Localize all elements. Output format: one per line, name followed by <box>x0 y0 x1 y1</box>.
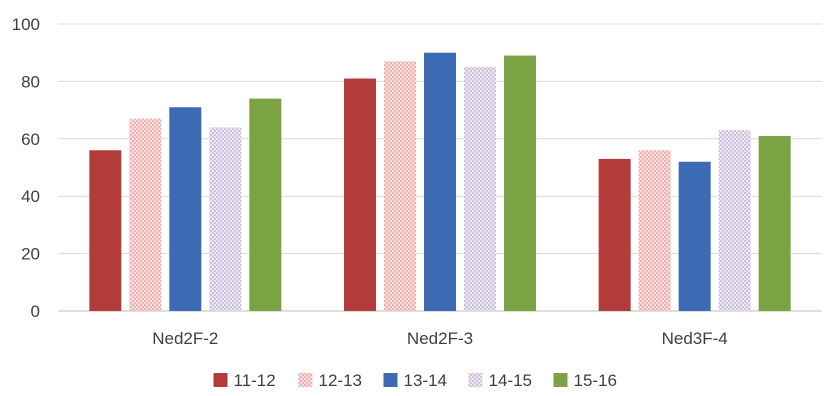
y-tick-label: 0 <box>31 302 40 321</box>
legend-label-14-15: 14-15 <box>489 371 532 390</box>
bar-15-16-Ned2F-3 <box>504 55 536 311</box>
legend-label-12-13: 12-13 <box>319 371 362 390</box>
y-tick-label: 20 <box>21 245 40 264</box>
bar-14-15-Ned2F-3 <box>464 67 496 311</box>
bar-11-12-Ned2F-2 <box>89 150 122 311</box>
bar-12-13-Ned2F-3 <box>384 61 416 312</box>
bar-12-13-Ned3F-4 <box>638 150 671 311</box>
legend-label-15-16: 15-16 <box>574 371 617 390</box>
legend-swatch-14-15 <box>468 373 483 387</box>
legend-swatch-15-16 <box>553 373 568 387</box>
bar-14-15-Ned2F-2 <box>209 127 242 311</box>
bar-13-14-Ned3F-4 <box>678 161 711 311</box>
bars <box>89 52 791 312</box>
legend-swatch-11-12 <box>213 373 228 387</box>
y-tick-label: 100 <box>12 15 40 34</box>
y-tick-label: 80 <box>21 72 40 91</box>
bar-14-15-Ned3F-4 <box>718 130 751 311</box>
legend: 11-12 12-13 13-14 14-15 15-16 <box>213 371 617 390</box>
bar-15-16-Ned2F-2 <box>249 98 282 312</box>
x-tick-label: Ned2F-2 <box>152 329 218 348</box>
bar-11-12-Ned2F-3 <box>344 78 376 311</box>
bar-13-14-Ned2F-2 <box>169 107 202 311</box>
bar-15-16-Ned3F-4 <box>758 135 791 311</box>
legend-label-13-14: 13-14 <box>404 371 447 390</box>
legend-swatch-13-14 <box>383 373 398 387</box>
bar-12-13-Ned2F-2 <box>129 118 162 312</box>
bar-13-14-Ned2F-3 <box>424 52 456 311</box>
y-tick-label: 60 <box>21 130 40 149</box>
x-tick-label: Ned3F-4 <box>662 329 728 348</box>
y-axis: 0 20 40 60 80 100 <box>12 15 40 321</box>
x-axis: Ned2F-2 Ned2F-3 Ned3F-4 <box>152 329 727 348</box>
legend-swatch-12-13 <box>298 373 313 387</box>
bar-11-12-Ned3F-4 <box>598 158 631 311</box>
legend-label-11-12: 11-12 <box>234 371 276 390</box>
x-tick-label: Ned2F-3 <box>407 329 473 348</box>
y-tick-label: 40 <box>21 187 40 206</box>
